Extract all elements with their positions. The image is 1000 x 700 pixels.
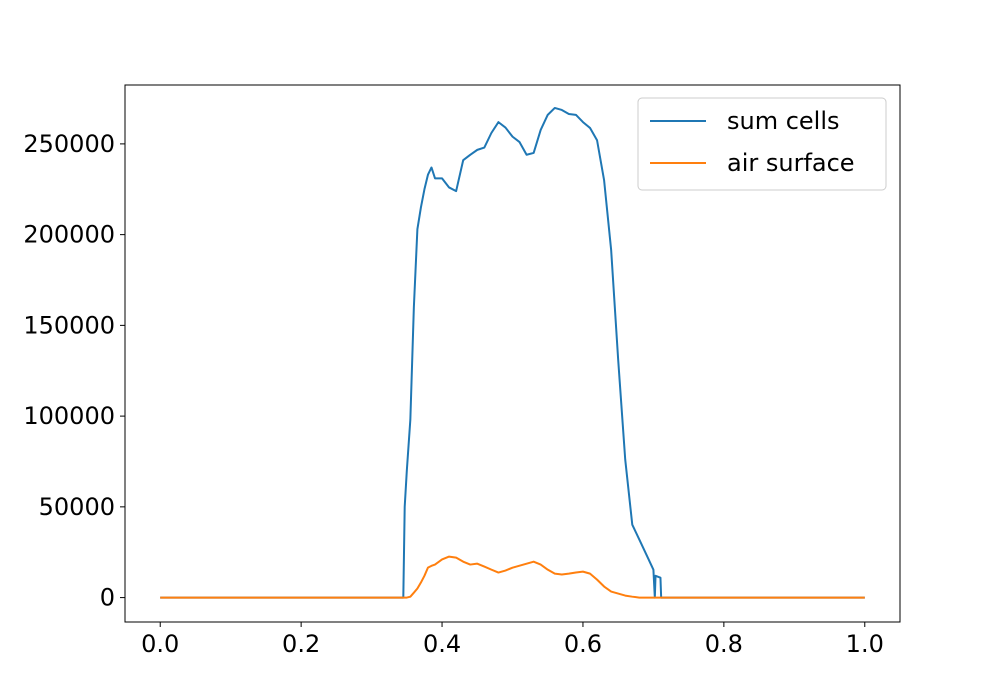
data-line — [160, 106, 865, 599]
x-tick-label: 1.0 — [846, 630, 884, 658]
y-tick-label: 250000 — [23, 130, 115, 158]
x-tick-label: 0.0 — [141, 630, 179, 658]
data-line — [160, 555, 865, 599]
x-tick-label: 0.8 — [705, 630, 743, 658]
x-tick-label: 0.2 — [282, 630, 320, 658]
y-tick-label: 0 — [100, 584, 115, 612]
x-tick-label: 0.4 — [423, 630, 461, 658]
y-tick-label: 100000 — [23, 402, 115, 430]
y-tick-label: 50000 — [39, 493, 115, 521]
legend-label: air surface — [727, 149, 855, 177]
x-tick-label: 0.6 — [564, 630, 602, 658]
legend-label: sum cells — [727, 107, 840, 135]
y-tick-label: 150000 — [23, 311, 115, 339]
y-tick-label: 200000 — [23, 221, 115, 249]
axes-frame — [124, 84, 901, 623]
